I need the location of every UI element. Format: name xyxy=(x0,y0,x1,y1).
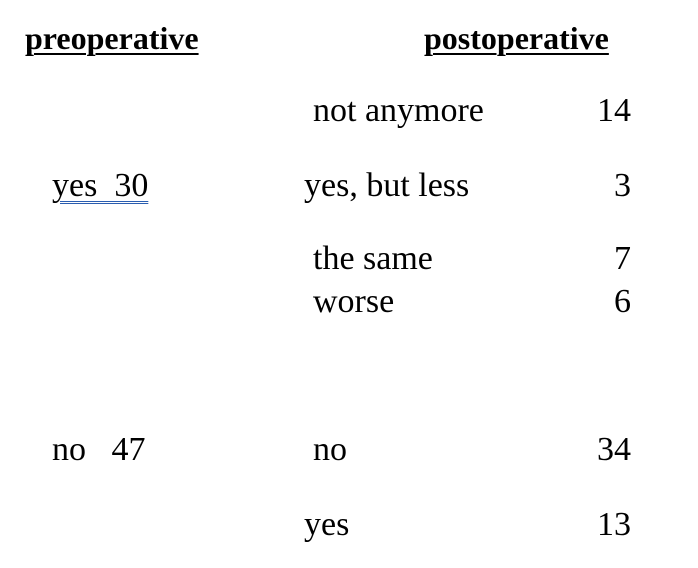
postoperative-header: postoperative xyxy=(424,20,609,56)
preoperative-header: preoperative xyxy=(25,20,199,56)
post-label-not-anymore: not anymore xyxy=(313,92,484,129)
post-count-worse: 6 xyxy=(614,283,631,320)
pre-label-no: no 47 xyxy=(52,431,146,468)
post-count-yes-but-less: 3 xyxy=(614,167,631,204)
post-label-yes: yes xyxy=(304,506,350,543)
post-count-yes: 13 xyxy=(597,506,631,543)
post-label-yes-but-less: yes, but less xyxy=(304,167,470,204)
post-count-not-anymore: 14 xyxy=(597,92,631,129)
post-label-worse: worse xyxy=(313,283,395,320)
post-label-the-same: the same xyxy=(313,240,433,277)
post-label-no: no xyxy=(313,431,347,468)
post-count-no: 34 xyxy=(597,431,631,468)
post-count-the-same: 7 xyxy=(614,240,631,277)
pre-label-yes: yes 30 xyxy=(52,167,149,204)
